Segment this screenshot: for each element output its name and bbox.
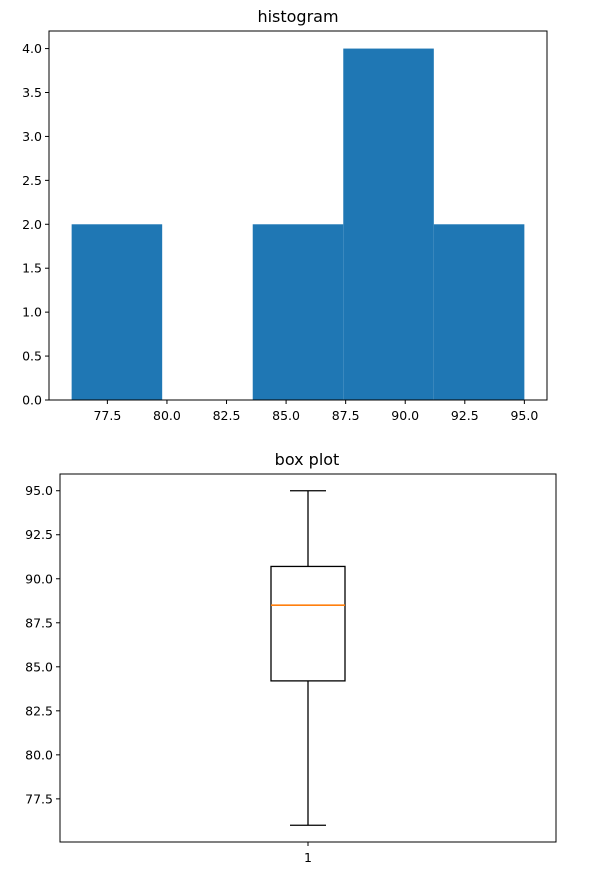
histogram-x-tick-label: 92.5 bbox=[451, 408, 479, 423]
box-plot-y-tick-label: 92.5 bbox=[25, 527, 53, 542]
histogram-bar bbox=[343, 48, 434, 400]
histogram-y-tick-label: 1.0 bbox=[22, 305, 42, 320]
histogram-bar bbox=[71, 224, 163, 400]
box-plot-y-tick-label: 80.0 bbox=[25, 747, 53, 762]
box-plot-x-tick-label: 1 bbox=[304, 850, 312, 865]
box-plot-y-ticks: 77.5 80.0 82.5 85.0 87.5 90.0 92.5 95.0 bbox=[25, 483, 60, 806]
histogram-x-tick-label: 82.5 bbox=[213, 408, 241, 423]
histogram-x-ticks: 77.5 80.0 82.5 85.0 87.5 90.0 92.5 95.0 bbox=[93, 400, 538, 423]
box-plot-y-tick-label: 95.0 bbox=[25, 483, 53, 498]
histogram-y-tick-label: 3.0 bbox=[22, 129, 42, 144]
histogram-x-tick-label: 95.0 bbox=[510, 408, 538, 423]
histogram-y-tick-label: 3.5 bbox=[22, 85, 42, 100]
histogram-x-tick-label: 77.5 bbox=[93, 408, 121, 423]
box-plot-box bbox=[270, 565, 346, 682]
histogram-x-tick-label: 85.0 bbox=[272, 408, 300, 423]
histogram-title: histogram bbox=[257, 7, 338, 26]
box-plot-x-ticks: 1 bbox=[304, 842, 312, 865]
histogram-bars bbox=[71, 48, 525, 400]
histogram-y-tick-label: 2.0 bbox=[22, 217, 42, 232]
histogram-chart: histogram 77.5 80.0 82.5 85.0 87.5 90.0 92.5 95… bbox=[22, 7, 548, 423]
box-plot-y-tick-label: 87.5 bbox=[25, 615, 53, 630]
histogram-bar bbox=[433, 224, 525, 400]
histogram-y-tick-label: 4.0 bbox=[22, 41, 42, 56]
box-plot-chart: box plot 1 77.5 80.0 82.5 85.0 87.5 90.0 92.5 9… bbox=[25, 450, 557, 865]
box-plot-y-tick-label: 82.5 bbox=[25, 703, 53, 718]
box-plot-y-tick-label: 90.0 bbox=[25, 571, 53, 586]
histogram-y-ticks: 0.0 0.5 1.0 1.5 2.0 2.5 3.0 3.5 4.0 bbox=[22, 41, 49, 408]
box-plot-marks bbox=[270, 490, 346, 826]
box-plot-title: box plot bbox=[275, 450, 340, 469]
histogram-bar bbox=[252, 224, 344, 400]
histogram-axes-frame bbox=[48, 30, 548, 401]
histogram-y-tick-label: 2.5 bbox=[22, 173, 42, 188]
histogram-y-tick-label: 1.5 bbox=[22, 261, 42, 276]
histogram-x-tick-label: 90.0 bbox=[391, 408, 419, 423]
histogram-x-tick-label: 87.5 bbox=[332, 408, 360, 423]
histogram-y-tick-label: 0.5 bbox=[22, 349, 42, 364]
box-plot-y-tick-label: 85.0 bbox=[25, 659, 53, 674]
histogram-x-tick-label: 80.0 bbox=[153, 408, 181, 423]
histogram-y-tick-label: 0.0 bbox=[22, 393, 42, 408]
box-plot-y-tick-label: 77.5 bbox=[25, 791, 53, 806]
